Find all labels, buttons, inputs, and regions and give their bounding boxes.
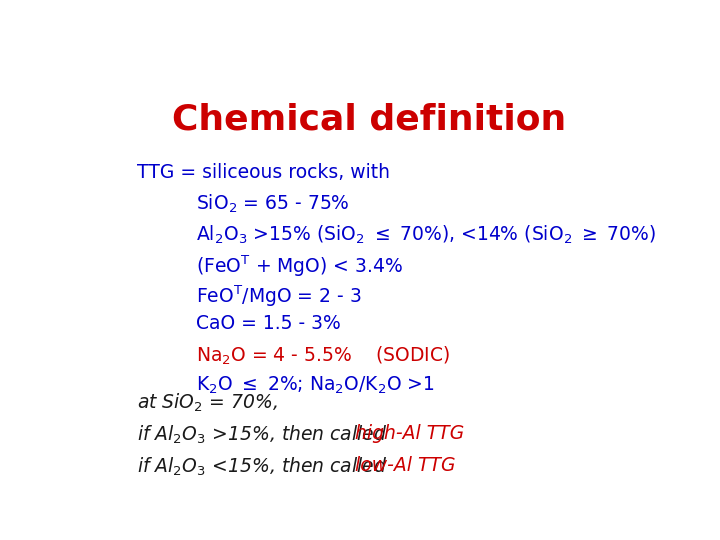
Text: CaO = 1.5 - 3%: CaO = 1.5 - 3% <box>196 314 341 333</box>
Text: FeO$^\mathregular{T}$/MgO = 2 - 3: FeO$^\mathregular{T}$/MgO = 2 - 3 <box>196 284 361 309</box>
Text: K$_2$O $\leq$ 2%; Na$_2$O/K$_2$O >1: K$_2$O $\leq$ 2%; Na$_2$O/K$_2$O >1 <box>196 375 435 396</box>
Text: SiO$_2$ = 65 - 75%: SiO$_2$ = 65 - 75% <box>196 193 350 215</box>
Text: if Al$_2$O$_3$ >15%, then called: if Al$_2$O$_3$ >15%, then called <box>138 424 388 446</box>
Text: TTG = siliceous rocks, with: TTG = siliceous rocks, with <box>138 163 390 181</box>
Text: Al$_2$O$_3$ >15% (SiO$_2$ $\leq$ 70%), <14% (SiO$_2$ $\geq$ 70%): Al$_2$O$_3$ >15% (SiO$_2$ $\leq$ 70%), <… <box>196 223 657 246</box>
Text: (FeO$^\mathregular{T}$ + MgO) < 3.4%: (FeO$^\mathregular{T}$ + MgO) < 3.4% <box>196 254 403 279</box>
Text: high-Al TTG: high-Al TTG <box>355 424 464 443</box>
Text: at SiO$_2$ = 70%,: at SiO$_2$ = 70%, <box>138 391 278 414</box>
Text: Chemical definition: Chemical definition <box>172 102 566 136</box>
Text: if Al$_2$O$_3$ <15%, then called: if Al$_2$O$_3$ <15%, then called <box>138 456 388 478</box>
Text: Na$_2$O = 4 - 5.5%    (SODIC): Na$_2$O = 4 - 5.5% (SODIC) <box>196 345 450 367</box>
Text: low-Al TTG: low-Al TTG <box>355 456 456 475</box>
